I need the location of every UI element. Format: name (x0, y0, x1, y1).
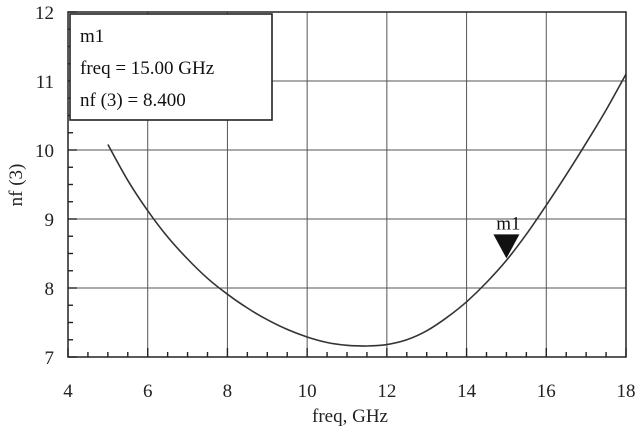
y-tick-label: 8 (45, 279, 55, 300)
marker-triangle-icon[interactable] (493, 234, 520, 259)
y-tick-labels: 7 8 9 10 11 12 (35, 3, 54, 369)
x-tick-labels: 4 6 8 10 12 14 16 18 (63, 381, 635, 402)
marker-label: m1 (496, 213, 520, 234)
readout-box-frame (69, 13, 273, 121)
nf-curve (107, 73, 627, 347)
x-tick-label: 18 (617, 381, 636, 402)
y-tick-label: 7 (45, 348, 55, 369)
marker-readout-box: m1 freq = 15.00 GHz nf (3) = 8.400 (69, 13, 273, 121)
plot-frame (67, 11, 627, 358)
marker-m1[interactable]: m1 (493, 213, 521, 259)
x-tick-label: 10 (298, 381, 317, 402)
readout-nf: nf (3) = 8.400 (80, 90, 186, 111)
y-axis-label: nf (3) (6, 164, 27, 207)
y-tick-label: 10 (35, 141, 54, 162)
x-tick-label: 8 (223, 381, 233, 402)
x-tick-label: 14 (457, 381, 477, 402)
x-axis-label: freq, GHz (312, 406, 388, 427)
y-tick-label: 9 (45, 210, 55, 231)
y-tick-label: 12 (35, 3, 54, 24)
x-tick-label: 4 (63, 381, 73, 402)
x-tick-label: 12 (377, 381, 396, 402)
x-tick-label: 6 (143, 381, 153, 402)
readout-freq: freq = 15.00 GHz (80, 58, 214, 79)
readout-title: m1 (80, 26, 104, 47)
x-tick-label: 16 (537, 381, 556, 402)
y-tick-label: 11 (36, 72, 54, 93)
